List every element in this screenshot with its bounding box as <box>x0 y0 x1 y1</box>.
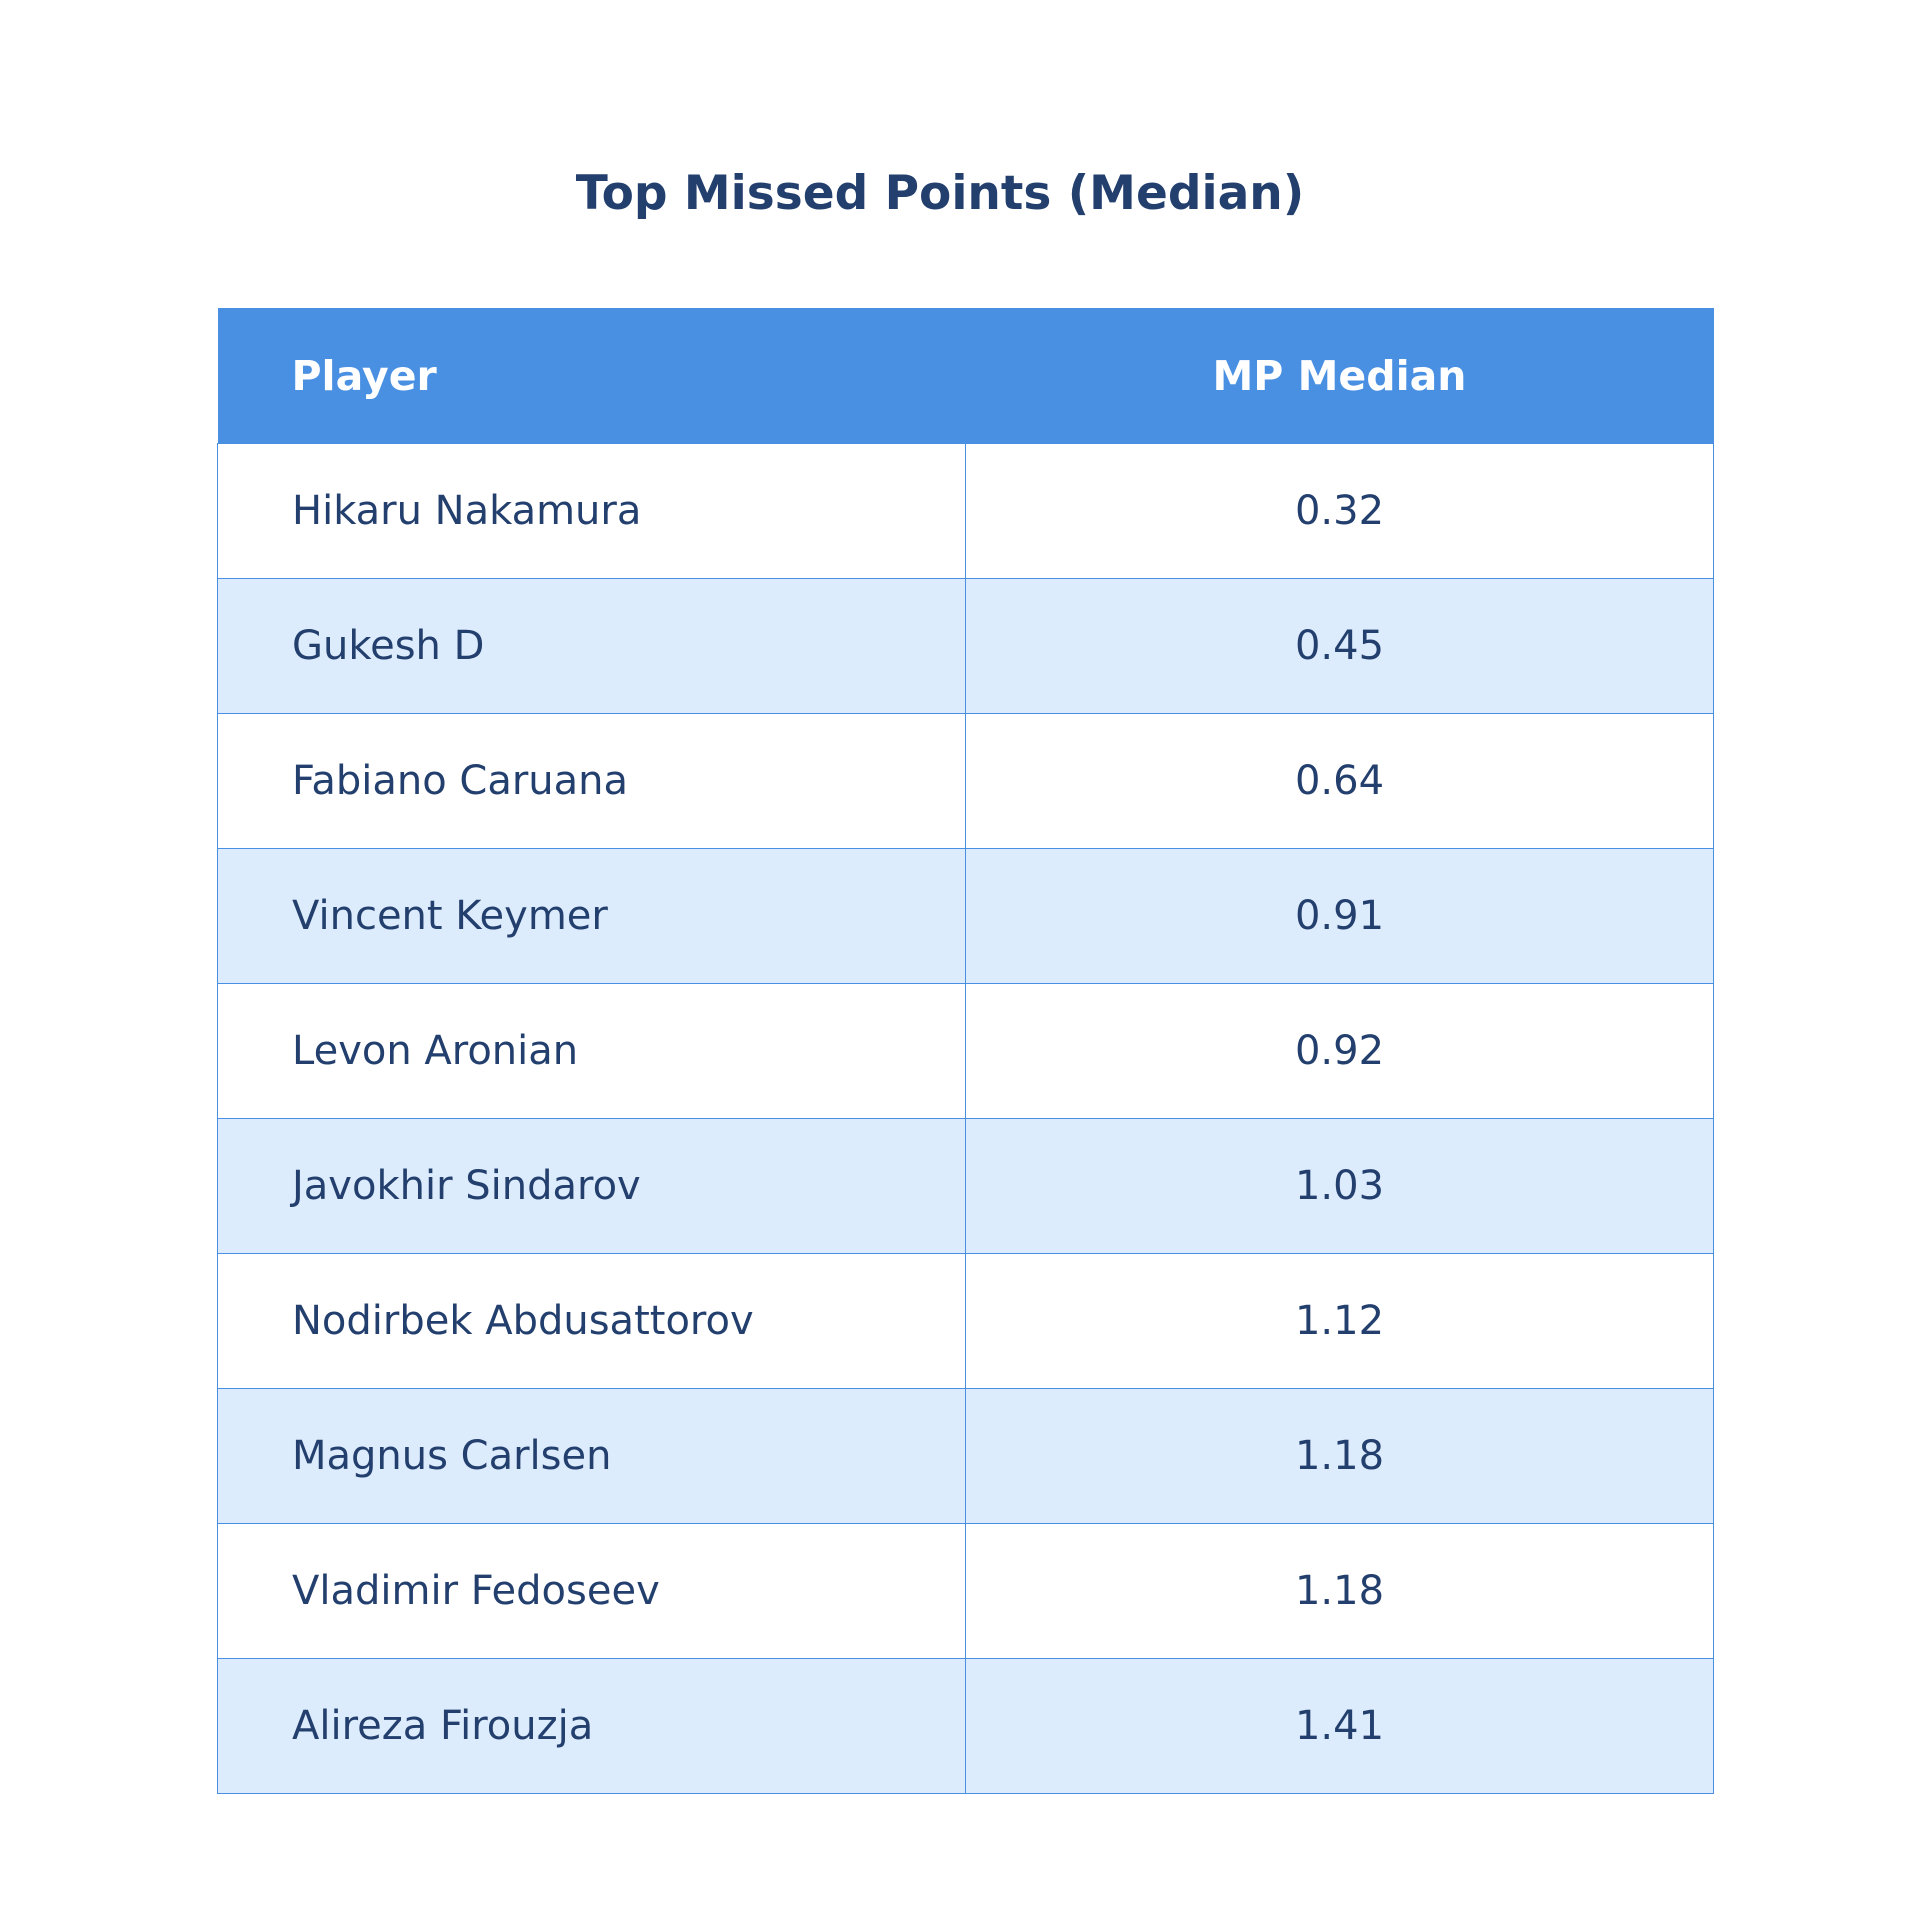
table-row: Hikaru Nakamura 0.32 <box>217 443 1714 579</box>
mp-median-cell: 0.32 <box>965 443 1714 579</box>
table-row: Javokhir Sindarov 1.03 <box>217 1118 1714 1254</box>
table-body: Hikaru Nakamura 0.32 Gukesh D 0.45 Fabiano C… <box>217 443 1714 1794</box>
mp-median-cell: 0.64 <box>965 713 1714 849</box>
table-row: Gukesh D 0.45 <box>217 578 1714 714</box>
table-row: Nodirbek Abdusattorov 1.12 <box>217 1253 1714 1389</box>
player-name-cell: Fabiano Caruana <box>217 713 966 849</box>
mp-median-cell: 0.92 <box>965 983 1714 1119</box>
table-row: Vladimir Fedoseev 1.18 <box>217 1523 1714 1659</box>
mp-median-cell: 1.18 <box>965 1388 1714 1524</box>
table-title: Top Missed Points (Median) <box>575 166 1305 221</box>
table-row: Levon Aronian 0.92 <box>217 983 1714 1119</box>
mp-median-cell: 1.41 <box>965 1658 1714 1794</box>
mp-median-cell: 1.12 <box>965 1253 1714 1389</box>
player-name-cell: Magnus Carlsen <box>217 1388 966 1524</box>
table-row: Alireza Firouzja 1.41 <box>217 1658 1714 1794</box>
player-name-cell: Levon Aronian <box>217 983 966 1119</box>
table-header-row: Player MP Median <box>217 308 1714 444</box>
player-name-cell: Vincent Keymer <box>217 848 966 984</box>
mp-median-cell: 0.91 <box>965 848 1714 984</box>
player-name-cell: Alireza Firouzja <box>217 1658 966 1794</box>
player-name-cell: Gukesh D <box>217 578 966 714</box>
player-name-cell: Nodirbek Abdusattorov <box>217 1253 966 1389</box>
mp-median-cell: 0.45 <box>965 578 1714 714</box>
player-name-cell: Javokhir Sindarov <box>217 1118 966 1254</box>
table-row: Vincent Keymer 0.91 <box>217 848 1714 984</box>
table-row: Magnus Carlsen 1.18 <box>217 1388 1714 1524</box>
player-name-cell: Vladimir Fedoseev <box>217 1523 966 1659</box>
column-header-player: Player <box>217 308 966 444</box>
mp-median-cell: 1.03 <box>965 1118 1714 1254</box>
player-name-cell: Hikaru Nakamura <box>217 443 966 579</box>
mp-median-cell: 1.18 <box>965 1523 1714 1659</box>
column-header-mp-median: MP Median <box>965 308 1714 444</box>
table-row: Fabiano Caruana 0.64 <box>217 713 1714 849</box>
missed-points-table: Player MP Median Hikaru Nakamura 0.32 Guke… <box>217 308 1714 1794</box>
